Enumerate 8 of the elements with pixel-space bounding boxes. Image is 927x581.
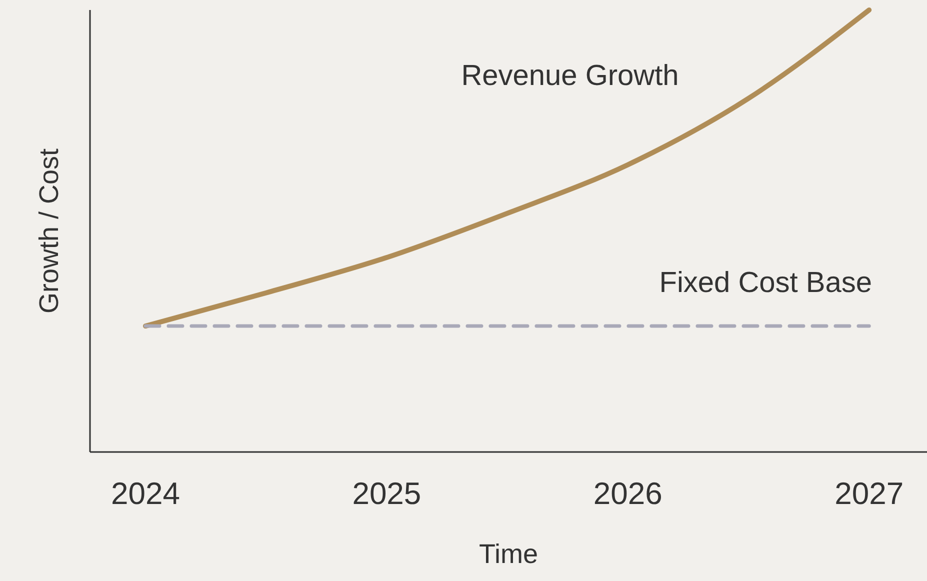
series-label: Revenue Growth [461,60,679,92]
x-tick-label: 2024 [110,476,180,511]
x-axis-title: Time [479,539,538,569]
x-tick-label: 2026 [593,476,662,511]
x-tick-label: 2025 [352,476,422,511]
series-label: Fixed Cost Base [659,267,872,299]
y-axis-title: Growth / Cost [34,148,64,314]
x-tick-label: 2027 [834,476,904,511]
